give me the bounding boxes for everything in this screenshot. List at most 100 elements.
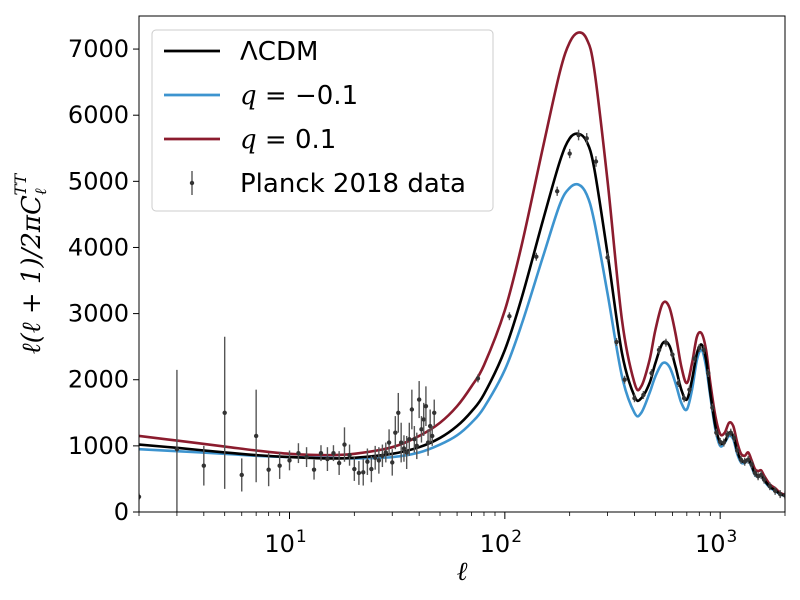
planck-marker: [393, 430, 398, 435]
planck-marker: [401, 446, 407, 451]
planck-data-point: [365, 448, 370, 475]
planck-marker: [735, 448, 740, 453]
planck-data-point: [376, 447, 382, 474]
planck-data-point: [697, 344, 702, 352]
planck-data-point: [752, 469, 758, 477]
planck-marker: [239, 472, 244, 478]
planck-marker: [409, 407, 415, 412]
planck-data-point: [614, 338, 619, 347]
planck-marker: [386, 440, 392, 445]
planck-data-point: [401, 435, 407, 462]
planck-marker: [475, 376, 481, 381]
y-tick-label: 1000: [68, 432, 129, 460]
planck-marker: [331, 450, 336, 456]
planck-marker: [336, 460, 342, 466]
planck-marker: [721, 440, 727, 445]
planck-marker: [697, 345, 702, 351]
planck-data-point: [386, 429, 392, 456]
y-tick-label: 6000: [68, 101, 129, 129]
planck-marker: [390, 460, 395, 465]
planck-marker: [692, 356, 697, 361]
planck-marker: [277, 463, 282, 468]
planck-data-point: [253, 389, 259, 483]
y-tick-label: 0: [114, 498, 129, 526]
planck-data-point: [649, 369, 654, 378]
planck-data-point: [706, 369, 711, 378]
planck-data-point: [670, 350, 675, 359]
planck-marker: [325, 456, 330, 462]
planck-marker: [507, 314, 512, 319]
planck-marker: [752, 470, 758, 476]
planck-marker: [701, 347, 707, 353]
planck-marker: [365, 459, 370, 464]
planck-data-point: [287, 450, 292, 471]
planck-data-point: [725, 430, 730, 439]
planck-marker: [352, 466, 357, 472]
planck-data-point: [692, 354, 697, 363]
y-tick-label: 2000: [68, 366, 129, 394]
planck-marker: [746, 457, 751, 462]
planck-data-point: [738, 455, 744, 464]
planck-data-point: [714, 428, 719, 437]
planck-data-point: [239, 458, 244, 492]
planck-marker: [576, 132, 581, 138]
planck-data-point: [534, 252, 539, 261]
planck-marker: [742, 459, 747, 464]
planck-marker: [356, 470, 362, 476]
planck-marker: [681, 396, 687, 401]
planck-data-point: [390, 449, 395, 476]
planck-data-point: [641, 390, 646, 399]
planck-marker: [423, 403, 429, 409]
planck-marker: [287, 458, 292, 463]
planck-data-point: [507, 312, 512, 321]
planck-data-point: [663, 338, 669, 347]
planck-data-point: [331, 445, 336, 462]
planck-data-point: [782, 491, 785, 500]
planck-marker: [710, 405, 715, 410]
planck-marker: [311, 467, 317, 472]
planck-marker: [222, 410, 227, 415]
planck-marker: [253, 433, 259, 439]
planck-data-point: [409, 389, 415, 430]
planck-data-point: [325, 447, 330, 471]
planck-marker: [687, 387, 692, 392]
planck-marker: [584, 136, 589, 141]
planck-marker: [622, 377, 627, 382]
planck-marker: [396, 410, 401, 415]
planck-marker: [632, 396, 637, 401]
planck-marker: [139, 494, 142, 499]
planck-data-point: [772, 486, 778, 495]
planck-marker: [749, 462, 754, 467]
planck-data-point: [419, 416, 424, 443]
legend-label: q = 0.1: [240, 125, 336, 155]
planck-marker: [614, 339, 619, 345]
planck-marker: [728, 430, 733, 435]
planck-data-point: [584, 133, 589, 144]
planck-data-point: [407, 422, 412, 456]
planck-data-point: [605, 252, 610, 263]
planck-data-point: [352, 457, 357, 481]
planck-data-point: [398, 422, 404, 463]
planck-marker: [369, 466, 374, 472]
y-tick-label: 4000: [68, 233, 129, 261]
x-axis-label: ℓ: [457, 557, 468, 587]
planck-data-point: [778, 490, 783, 499]
planck-data-point: [687, 385, 692, 394]
planck-data-point: [342, 427, 347, 462]
planck-marker: [404, 450, 409, 455]
planck-data-point: [396, 392, 401, 433]
planck-data-point: [742, 457, 747, 466]
planck-marker: [725, 432, 730, 437]
planck-marker: [414, 443, 419, 449]
planck-data-point: [676, 379, 681, 388]
x-tick-label: 102: [480, 527, 522, 558]
planck-marker: [373, 455, 378, 460]
planck-marker: [676, 380, 681, 386]
planck-data-point: [427, 409, 433, 443]
planck-marker: [670, 352, 675, 357]
planck-data-point: [222, 336, 227, 489]
planck-data-point: [311, 459, 317, 480]
y-tick-label: 3000: [68, 300, 129, 328]
planck-marker: [174, 446, 180, 452]
planck-marker: [534, 254, 539, 259]
